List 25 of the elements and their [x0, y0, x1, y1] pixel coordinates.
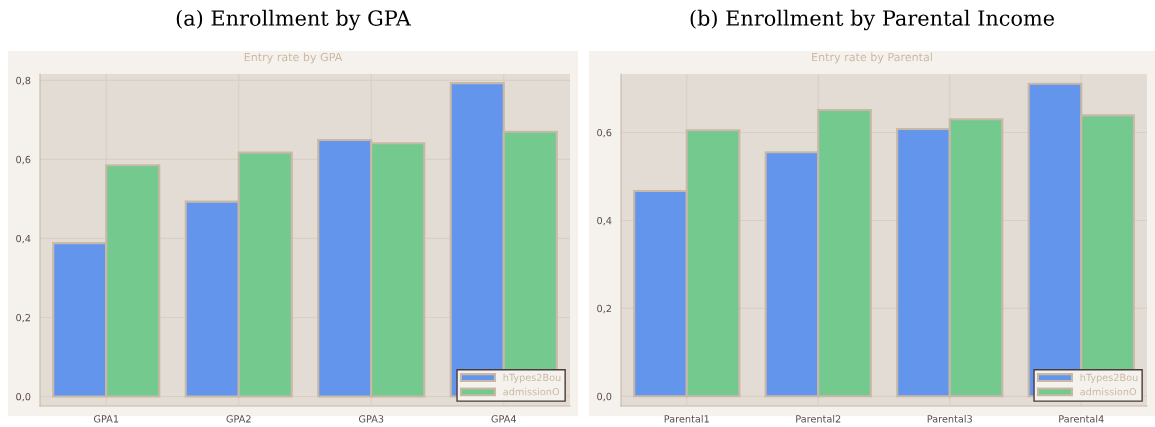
legend-label: hTypes2Bou: [503, 373, 561, 383]
x-tick-label: Parental4: [1059, 415, 1104, 423]
legend-label: hTypes2Bou: [1080, 373, 1138, 383]
chart-subtitle: Entry rate by GPA: [244, 52, 343, 64]
y-tick-label: 0,0: [597, 392, 612, 402]
y-tick-label: 0,4: [16, 234, 31, 244]
chart-subtitle: Entry rate by Parental: [812, 52, 932, 64]
x-tick-label: Parental3: [927, 415, 972, 423]
x-tick-label: GPA4: [491, 415, 517, 423]
chart-title: (a) Enrollment by GPA: [176, 9, 412, 31]
x-tick-label: Parental2: [796, 415, 841, 423]
y-tick-label: 0,0: [16, 392, 31, 402]
x-tick-label: GPA1: [93, 415, 119, 423]
y-tick-label: 0,2: [16, 313, 30, 323]
x-tick-label: GPA2: [226, 415, 251, 423]
legend-label: admissionO: [1080, 387, 1137, 396]
y-tick-label: 0,8: [16, 76, 31, 86]
y-tick-label: 0,6: [16, 155, 31, 165]
x-tick-label: GPA3: [358, 415, 384, 423]
y-tick-label: 0,2: [597, 304, 611, 314]
y-tick-label: 0,6: [597, 128, 612, 138]
chart-title: (b) Enrollment by Parental Income: [690, 9, 1055, 31]
y-tick-label: 0,4: [597, 216, 612, 226]
legend-label: admissionO: [503, 387, 560, 396]
x-tick-label: Parental1: [664, 415, 709, 423]
